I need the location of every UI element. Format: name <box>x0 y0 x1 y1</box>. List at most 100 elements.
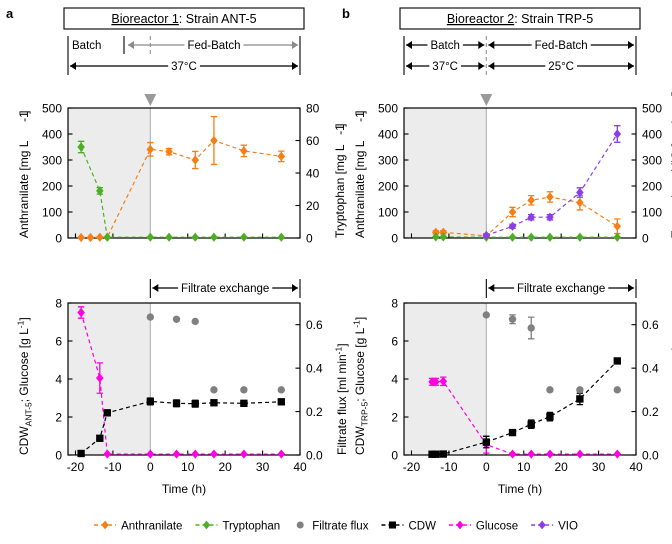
phase-annotations-a: Batch Fed-Batch 37°C <box>67 36 301 106</box>
filtrate-exchange-label: Filtrate exchange <box>181 283 269 295</box>
y-tick-label-left: 0 <box>55 231 62 245</box>
legend-item-filtrate-flux: Filtrate flux <box>296 520 369 532</box>
data-point <box>482 230 491 240</box>
y-tick-label-left: 300 <box>42 153 62 167</box>
legend-label: Anthranilate <box>121 520 182 532</box>
batch-phase-shading <box>404 108 487 238</box>
series-glucose <box>77 306 286 459</box>
axis-title-left-bottom-b: CDWTRP-5; Glucose [g L-1] <box>352 317 370 455</box>
y-tick-label-right: 100 <box>642 205 662 219</box>
x-tick-label: -10 <box>440 460 458 474</box>
y-tick-label-left: 500 <box>378 101 398 115</box>
fedbatch-arrow-head-right <box>628 41 634 49</box>
data-point <box>576 232 584 242</box>
data-point <box>432 227 440 237</box>
fedbatch-arrow-head-right <box>292 41 298 49</box>
phase-label-fedbatch: Fed-Batch <box>535 40 588 52</box>
y-tick-label-left: 100 <box>378 205 398 219</box>
plot-frame <box>403 107 637 239</box>
axis-title-part: -1 <box>669 92 672 103</box>
data-point <box>86 232 95 243</box>
data-point <box>240 449 248 459</box>
data-point <box>538 520 546 530</box>
data-point <box>613 386 621 394</box>
data-point <box>101 520 109 530</box>
label-backdrop <box>178 282 273 296</box>
series-tryptophan <box>432 232 622 242</box>
data-point <box>482 311 491 319</box>
phase-label-temp: 37°C <box>171 61 197 73</box>
y-tick-label-left: 500 <box>42 101 62 115</box>
axis-title-left-bottom-a: CDWANT-5; Glucose [g L-1] <box>16 317 34 455</box>
data-point <box>576 386 584 394</box>
data-point <box>191 232 199 242</box>
axis-title-part: Anthranilate [mg L <box>353 140 367 238</box>
data-point <box>202 520 211 530</box>
data-point <box>210 399 218 407</box>
y-tick-label-left: 2 <box>55 410 62 424</box>
fedbatch-arrow-head-left <box>128 41 134 49</box>
series-filtrate-flux <box>146 313 285 394</box>
axis-title-left-top-a: Anthranilate [mg L -1] <box>17 111 31 238</box>
label-backdrop <box>531 39 591 53</box>
data-point <box>96 373 104 383</box>
temp-arrow-batch-head-left <box>406 62 412 70</box>
data-point <box>103 232 112 242</box>
temp-arrow-head-right <box>292 62 298 70</box>
data-point <box>527 324 535 332</box>
data-point <box>191 155 199 165</box>
data-point <box>210 449 218 459</box>
y-tick-label-left: 0 <box>55 448 62 462</box>
x-tick-label: 10 <box>181 460 195 474</box>
filtrate-exchange-annotation-b: Filtrate exchange <box>485 279 637 298</box>
y-tick-label-right: 20 <box>306 199 320 213</box>
legend-item-glucose: Glucose <box>448 520 518 532</box>
series-filtrate-flux <box>482 311 621 394</box>
series-tryptophan <box>77 140 286 242</box>
axis-title-part: ] <box>17 111 31 114</box>
y-tick-label-right: 80 <box>306 101 320 115</box>
series-cdw <box>77 397 285 458</box>
panel-letter: a <box>6 6 14 21</box>
data-point <box>96 232 104 242</box>
data-point <box>576 395 584 403</box>
y-tick-label-left: 6 <box>391 334 398 348</box>
axis-title-part: -1 <box>353 111 367 122</box>
series-line <box>486 133 618 236</box>
y-tick-label-right: 300 <box>642 153 662 167</box>
y-tick-label-right: 0.0 <box>306 448 323 462</box>
data-point <box>146 449 155 459</box>
data-point <box>613 232 622 242</box>
data-point <box>456 520 464 530</box>
phase-annotations-b: Batch Fed-Batch 37°C 25°C <box>403 36 637 106</box>
label-backdrop <box>429 60 462 74</box>
data-point <box>439 232 448 242</box>
phase-label-temp-fedbatch: 25°C <box>548 61 574 73</box>
data-point <box>210 135 218 146</box>
y-tick-label-left: 8 <box>391 296 398 310</box>
y-tick-label-right: 0.2 <box>306 405 323 419</box>
data-point <box>546 449 554 459</box>
data-point <box>165 232 173 242</box>
y-tick-label-right: 400 <box>642 127 662 141</box>
axis-title-text: Filtrate flux [ml min-1] <box>334 343 350 455</box>
axis-title-right-top-a: Tryptophan [mg L -1] <box>333 123 347 238</box>
filtrate-exchange-label: Filtrate exchange <box>517 283 605 295</box>
legend-label: Glucose <box>476 520 518 532</box>
series-vio <box>482 125 622 240</box>
y-tick-label-right: 0.4 <box>642 361 659 375</box>
data-point <box>527 232 535 242</box>
panel-title: Bioreactor 1: Strain ANT-5 <box>111 12 256 26</box>
label-backdrop <box>427 39 463 53</box>
data-point <box>240 232 248 242</box>
x-axis-title-a: Time (h) <box>162 482 206 496</box>
data-point <box>432 450 440 458</box>
x-tick-label: 40 <box>629 460 643 474</box>
plot-a-top: 0 100 200 300 400 500 0 20 40 60 80 <box>42 101 320 245</box>
y-tick-label-right: 200 <box>642 179 662 193</box>
data-point <box>146 232 155 242</box>
figure-legend: Anthranilate Tryptophan Filtrate flux CDW Gl… <box>94 520 578 532</box>
data-point <box>96 434 104 442</box>
filtrate-exchange-annotation-a: Filtrate exchange <box>149 279 301 298</box>
data-point <box>96 186 104 196</box>
